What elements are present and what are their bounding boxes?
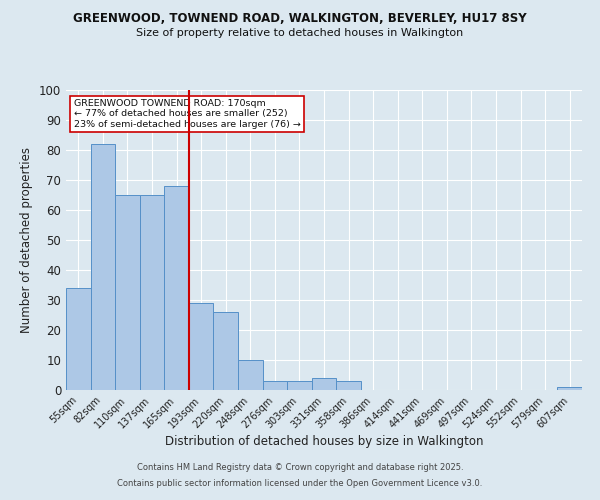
- Bar: [189, 303, 214, 390]
- Text: GREENWOOD TOWNEND ROAD: 170sqm
← 77% of detached houses are smaller (252)
23% of: GREENWOOD TOWNEND ROAD: 170sqm ← 77% of …: [74, 99, 301, 129]
- Text: Contains public sector information licensed under the Open Government Licence v3: Contains public sector information licen…: [118, 478, 482, 488]
- Y-axis label: Number of detached properties: Number of detached properties: [20, 147, 34, 333]
- Bar: [238, 360, 263, 390]
- Bar: [336, 381, 361, 390]
- Bar: [66, 288, 91, 390]
- Bar: [312, 378, 336, 390]
- Bar: [557, 387, 582, 390]
- Bar: [115, 195, 140, 390]
- X-axis label: Distribution of detached houses by size in Walkington: Distribution of detached houses by size …: [165, 436, 483, 448]
- Bar: [140, 195, 164, 390]
- Text: GREENWOOD, TOWNEND ROAD, WALKINGTON, BEVERLEY, HU17 8SY: GREENWOOD, TOWNEND ROAD, WALKINGTON, BEV…: [73, 12, 527, 26]
- Bar: [164, 186, 189, 390]
- Bar: [263, 381, 287, 390]
- Bar: [91, 144, 115, 390]
- Bar: [287, 381, 312, 390]
- Bar: [214, 312, 238, 390]
- Text: Size of property relative to detached houses in Walkington: Size of property relative to detached ho…: [136, 28, 464, 38]
- Text: Contains HM Land Registry data © Crown copyright and database right 2025.: Contains HM Land Registry data © Crown c…: [137, 464, 463, 472]
